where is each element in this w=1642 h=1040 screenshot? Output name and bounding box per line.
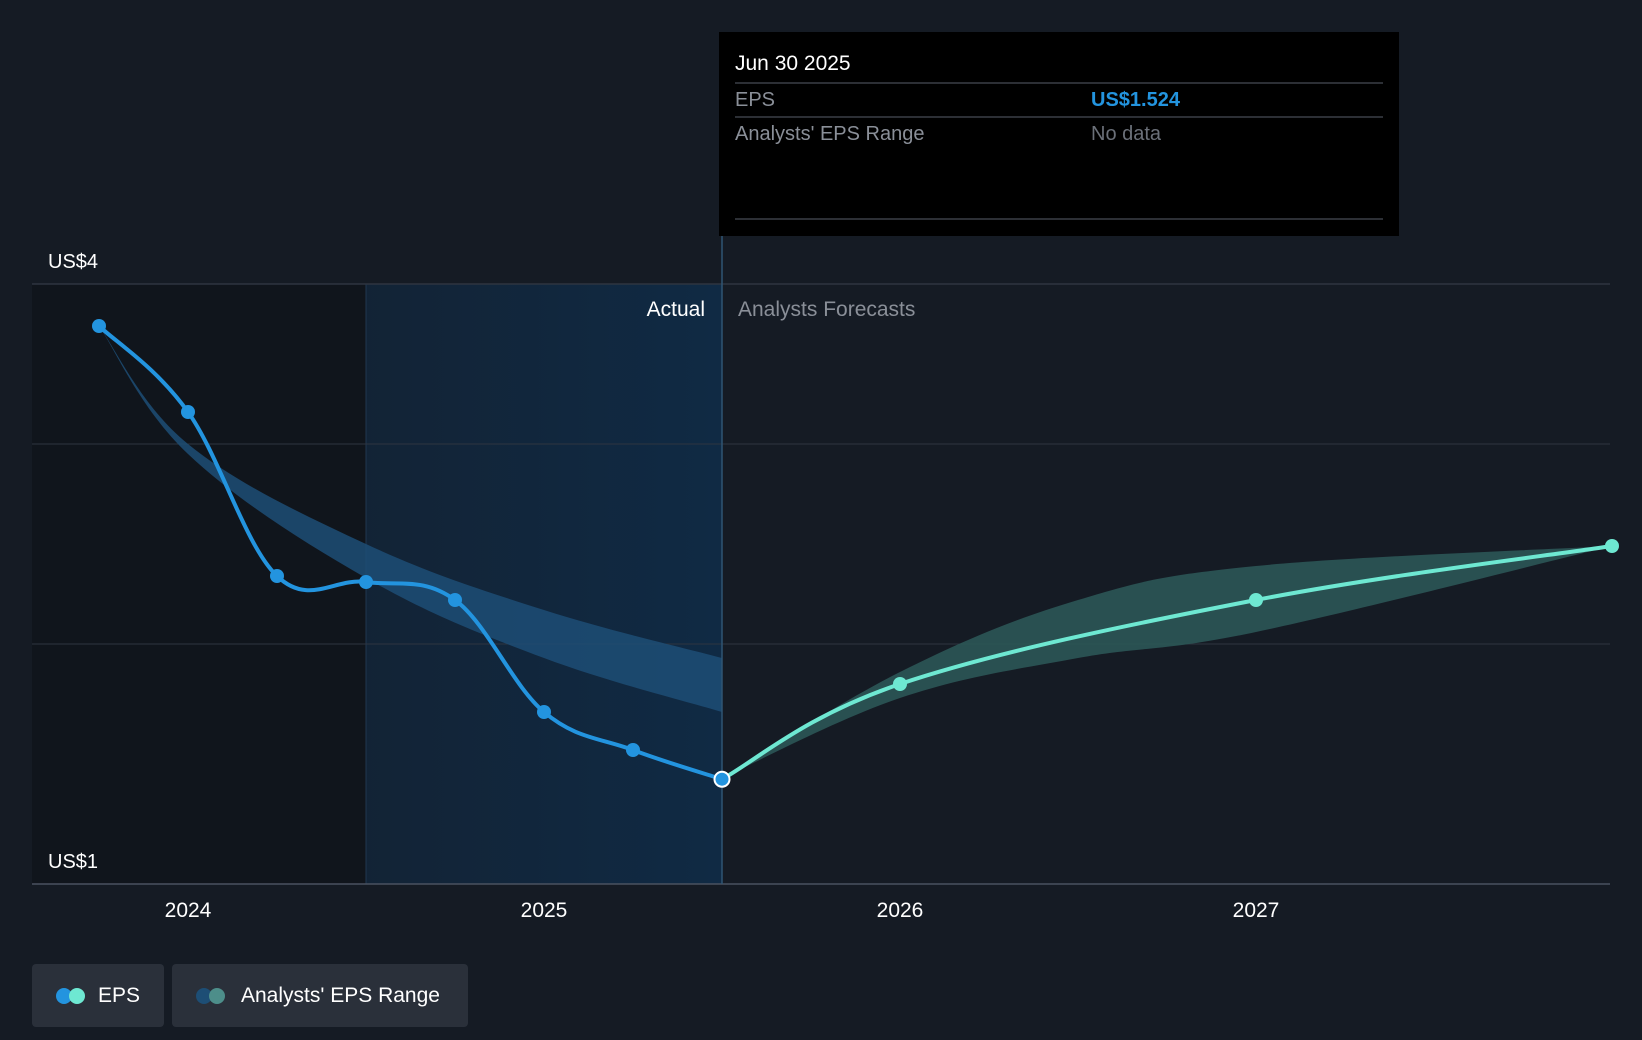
x-tick-label: 2026: [877, 899, 924, 922]
y-tick-label-bottom: US$1: [48, 851, 98, 873]
x-tick-label: 2025: [521, 899, 568, 922]
tooltip-eps-label: EPS: [735, 89, 775, 111]
eps-forecast-line: [720, 544, 1614, 782]
legend-range-label: Analysts' EPS Range: [241, 983, 440, 1007]
eps-current-point: [713, 770, 731, 788]
eps-actual-point: [92, 319, 106, 333]
eps-legend-icon: [56, 987, 85, 1004]
tooltip-range-value: No data: [1091, 123, 1162, 145]
eps-actual-point: [626, 743, 640, 757]
eps-range-band-forecast: [722, 546, 1612, 778]
tooltip-box: [719, 32, 1399, 236]
tooltip-date: Jun 30 2025: [735, 52, 851, 75]
eps-forecast-point: [1249, 593, 1263, 607]
range-legend-icon: [196, 987, 226, 1004]
legend-analysts-range[interactable]: Analysts' EPS Range: [172, 964, 468, 1027]
tooltip-eps-value: US$1.524: [1091, 89, 1181, 111]
legend-eps-label: EPS: [97, 983, 140, 1007]
eps-forecast-point: [1605, 539, 1619, 553]
forecast-region-label: Analysts Forecasts: [738, 298, 915, 321]
eps-range-band-actual: [99, 326, 722, 712]
eps-actual-line: [97, 324, 724, 782]
y-tick-label-top: US$4: [48, 251, 98, 273]
eps-actual-point: [537, 705, 551, 719]
eps-actual-point: [448, 593, 462, 607]
eps-actual-point: [359, 575, 373, 589]
past-period-shade: [32, 284, 366, 884]
x-tick-label: 2027: [1233, 899, 1280, 922]
legend-eps[interactable]: EPS: [32, 964, 164, 1027]
tooltip-range-label: Analysts' EPS Range: [735, 123, 924, 145]
x-tick-label: 2024: [165, 899, 212, 922]
eps-forecast-point: [893, 677, 907, 691]
eps-actual-point: [270, 569, 284, 583]
actual-region-label: Actual: [647, 298, 705, 321]
eps-actual-point: [181, 405, 195, 419]
